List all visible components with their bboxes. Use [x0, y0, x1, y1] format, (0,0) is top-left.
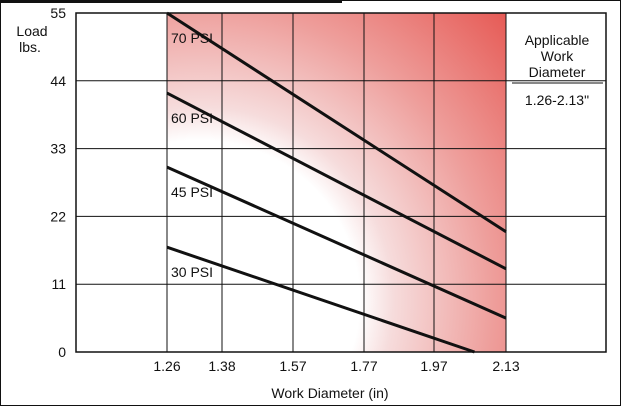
annotation-title-line-2: Work — [541, 48, 574, 64]
y-tick-label: 33 — [50, 141, 66, 157]
series-label: 60 PSI — [171, 110, 213, 126]
x-tick-label: 1.26 — [153, 358, 180, 374]
y-tick-label: 22 — [50, 208, 66, 224]
series-line — [166, 11, 507, 234]
series-label: 45 PSI — [171, 184, 213, 200]
x-axis-title: Work Diameter (in) — [271, 385, 388, 401]
top-bar — [0, 0, 342, 3]
y-axis-title-line-2: lbs. — [19, 39, 41, 55]
series-line — [166, 91, 507, 271]
x-tick-label: 1.97 — [420, 358, 447, 374]
x-tick-label: 1.77 — [350, 358, 377, 374]
annotation-range: 1.26-2.13" — [525, 92, 589, 108]
y-tick-label: 55 — [50, 5, 66, 21]
axis-ticks: 0 11 22 33 44 55 1.26 1.38 1.57 1.77 1.97 2.13 — [50, 5, 519, 374]
x-tick-label: 1.38 — [208, 358, 235, 374]
annotation-title-line-3: Diameter — [529, 64, 586, 80]
series-labels: 30 PSI 45 PSI 60 PSI 70 PSI — [171, 30, 213, 280]
x-tick-label: 1.57 — [279, 358, 306, 374]
series-lines — [166, 11, 507, 354]
plot-border — [75, 12, 607, 353]
series-label: 30 PSI — [171, 264, 213, 280]
y-tick-label: 0 — [58, 344, 66, 360]
series-label: 70 PSI — [171, 30, 213, 46]
series-line — [166, 245, 475, 354]
x-tick-label: 2.13 — [492, 358, 519, 374]
annotation-title-line-1: Applicable — [525, 32, 590, 48]
series-line — [166, 165, 507, 320]
y-tick-label: 44 — [50, 73, 66, 89]
y-tick-label: 11 — [51, 276, 66, 292]
y-axis-title-line-1: Load — [16, 23, 47, 39]
